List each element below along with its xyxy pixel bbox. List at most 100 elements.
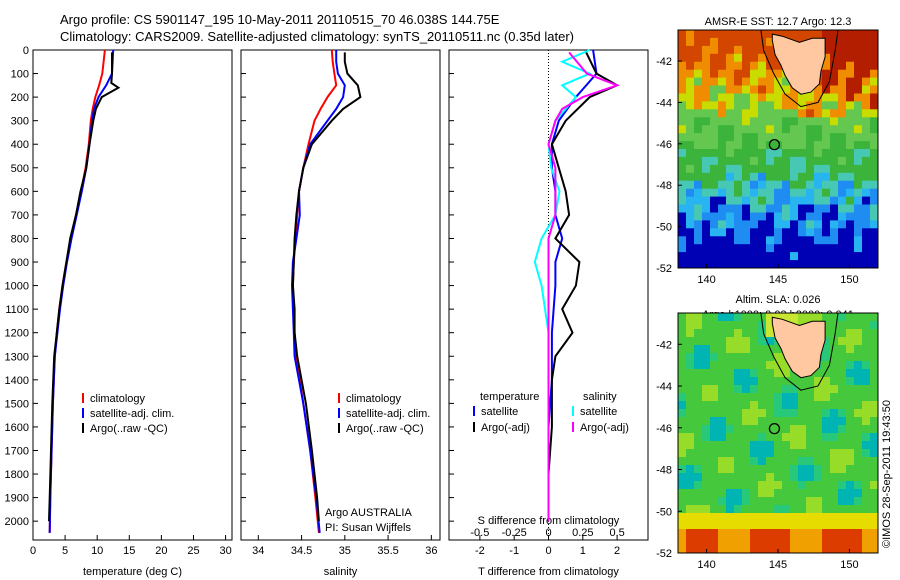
legend-header: temperature bbox=[480, 391, 539, 403]
xtick-label: 0 bbox=[545, 545, 551, 557]
xtick-label: 10 bbox=[91, 545, 103, 557]
xtick-label: 150 bbox=[840, 559, 858, 571]
ytick-label: -46 bbox=[656, 139, 672, 151]
xtick-label: 5 bbox=[62, 545, 68, 557]
series-line bbox=[547, 51, 621, 522]
argo-position-marker bbox=[768, 139, 781, 151]
ytick-label: -52 bbox=[656, 548, 672, 560]
legend-label: Argo(-adj) bbox=[580, 422, 629, 434]
map-field-sst bbox=[678, 30, 878, 268]
legend-label: satellite-adj. clim. bbox=[346, 408, 430, 420]
header-line-1: Argo profile: CS 5901147_195 10-May-2011… bbox=[60, 12, 500, 27]
xtick2-label: -0.5 bbox=[470, 527, 489, 539]
map-field-sla bbox=[678, 313, 878, 553]
ytick-label: -50 bbox=[656, 506, 672, 518]
xtick-label: -2 bbox=[475, 545, 485, 557]
ytick-label: -48 bbox=[656, 180, 672, 192]
xtick-label: 15 bbox=[123, 545, 135, 557]
series-line bbox=[547, 49, 598, 522]
legend-label: satellite bbox=[580, 406, 617, 418]
x-axis-label: T difference from climatology bbox=[478, 566, 619, 578]
xtick-label: 34 bbox=[252, 545, 264, 557]
ytick-label: -46 bbox=[656, 423, 672, 435]
xtick-label: 30 bbox=[219, 545, 231, 557]
ytick-label: 1600 bbox=[5, 422, 29, 434]
ytick-label: 900 bbox=[11, 257, 29, 269]
legend-label: Argo(-adj) bbox=[481, 422, 530, 434]
xtick-label: 35.5 bbox=[377, 545, 398, 557]
ytick-label: 500 bbox=[11, 163, 29, 175]
ytick-label: 700 bbox=[11, 210, 29, 222]
legend-label: climatology bbox=[346, 393, 402, 405]
xtick2-label: 0.25 bbox=[572, 527, 593, 539]
ytick-label: -42 bbox=[656, 339, 672, 351]
annotation-label: PI: Susan Wijffels bbox=[325, 522, 411, 534]
ytick-label: 300 bbox=[11, 116, 29, 128]
legend-label: climatology bbox=[90, 393, 146, 405]
ytick-label: 600 bbox=[11, 186, 29, 198]
ytick-label: -44 bbox=[656, 97, 672, 109]
series-line bbox=[291, 52, 362, 522]
xtick2-label: 0 bbox=[545, 527, 551, 539]
tasmania-landmass bbox=[771, 316, 826, 379]
xtick-label: 1 bbox=[580, 545, 586, 557]
xtick-label: 0 bbox=[30, 545, 36, 557]
ytick-label: -52 bbox=[656, 263, 672, 275]
legend-label: Argo(..raw -QC) bbox=[346, 423, 424, 435]
ytick-label: -50 bbox=[656, 222, 672, 234]
xtick-label: 35 bbox=[339, 545, 351, 557]
series-line bbox=[48, 52, 121, 522]
ytick-label: 1800 bbox=[5, 469, 29, 481]
plot-frame-salinity bbox=[240, 49, 441, 541]
ytick-label: -48 bbox=[656, 465, 672, 477]
xtick-label: 150 bbox=[840, 274, 858, 286]
xtick-label: 36 bbox=[425, 545, 437, 557]
plot-frame-temperature bbox=[32, 49, 233, 541]
xtick-label: -1 bbox=[509, 545, 519, 557]
argo-position-marker bbox=[768, 422, 781, 435]
isobath-contour bbox=[760, 313, 839, 391]
map-title: AMSR-E SST: 12.7 Argo: 12.3 bbox=[705, 16, 852, 28]
xtick-label: 145 bbox=[769, 274, 787, 286]
map-title: Altim. SLA: 0.026 bbox=[736, 294, 821, 306]
xtick2-label: -0.25 bbox=[502, 527, 527, 539]
isobath-contour bbox=[760, 30, 839, 108]
ytick-label: 1200 bbox=[5, 328, 29, 340]
ytick-label: 1400 bbox=[5, 375, 29, 387]
ytick-label: 800 bbox=[11, 233, 29, 245]
ytick-label: 1000 bbox=[5, 281, 29, 293]
legend-header: salinity bbox=[583, 391, 617, 403]
ytick-label: 1700 bbox=[5, 445, 29, 457]
series-line bbox=[290, 50, 346, 533]
xtick-label: 34.5 bbox=[291, 545, 312, 557]
ytick-label: 0 bbox=[23, 45, 29, 57]
xtick-label: 25 bbox=[187, 545, 199, 557]
xtick2-label: 0.5 bbox=[609, 527, 624, 539]
xtick-label: 2 bbox=[614, 545, 620, 557]
xtick-label: 145 bbox=[769, 559, 787, 571]
ytick-label: 1300 bbox=[5, 351, 29, 363]
ytick-label: 2000 bbox=[5, 516, 29, 528]
ytick-label: 100 bbox=[11, 69, 29, 81]
tasmania-landmass bbox=[771, 33, 826, 95]
ytick-label: 200 bbox=[11, 92, 29, 104]
legend-label: Argo(..raw -QC) bbox=[90, 423, 168, 435]
xtick-label: 140 bbox=[697, 274, 715, 286]
ytick-label: -44 bbox=[656, 381, 672, 393]
ytick-label: -42 bbox=[656, 56, 672, 68]
header-line-2: Climatology: CARS2009. Satellite-adjuste… bbox=[60, 29, 574, 44]
legend-label: satellite-adj. clim. bbox=[90, 408, 174, 420]
x-axis-label: salinity bbox=[324, 566, 358, 578]
legend-label: satellite bbox=[481, 406, 518, 418]
xtick-label: 140 bbox=[697, 559, 715, 571]
ytick-label: 1100 bbox=[5, 304, 29, 316]
credit-label: ©IMOS 28-Sep-2011 19:43:50 bbox=[881, 400, 893, 548]
xtick-label: 20 bbox=[155, 545, 167, 557]
ytick-label: 1500 bbox=[5, 398, 29, 410]
x-axis-label: temperature (deg C) bbox=[83, 566, 182, 578]
ytick-label: 1900 bbox=[5, 493, 29, 505]
annotation-label: Argo AUSTRALIA bbox=[325, 507, 412, 519]
series-line bbox=[547, 51, 620, 522]
ytick-label: 400 bbox=[11, 139, 29, 151]
